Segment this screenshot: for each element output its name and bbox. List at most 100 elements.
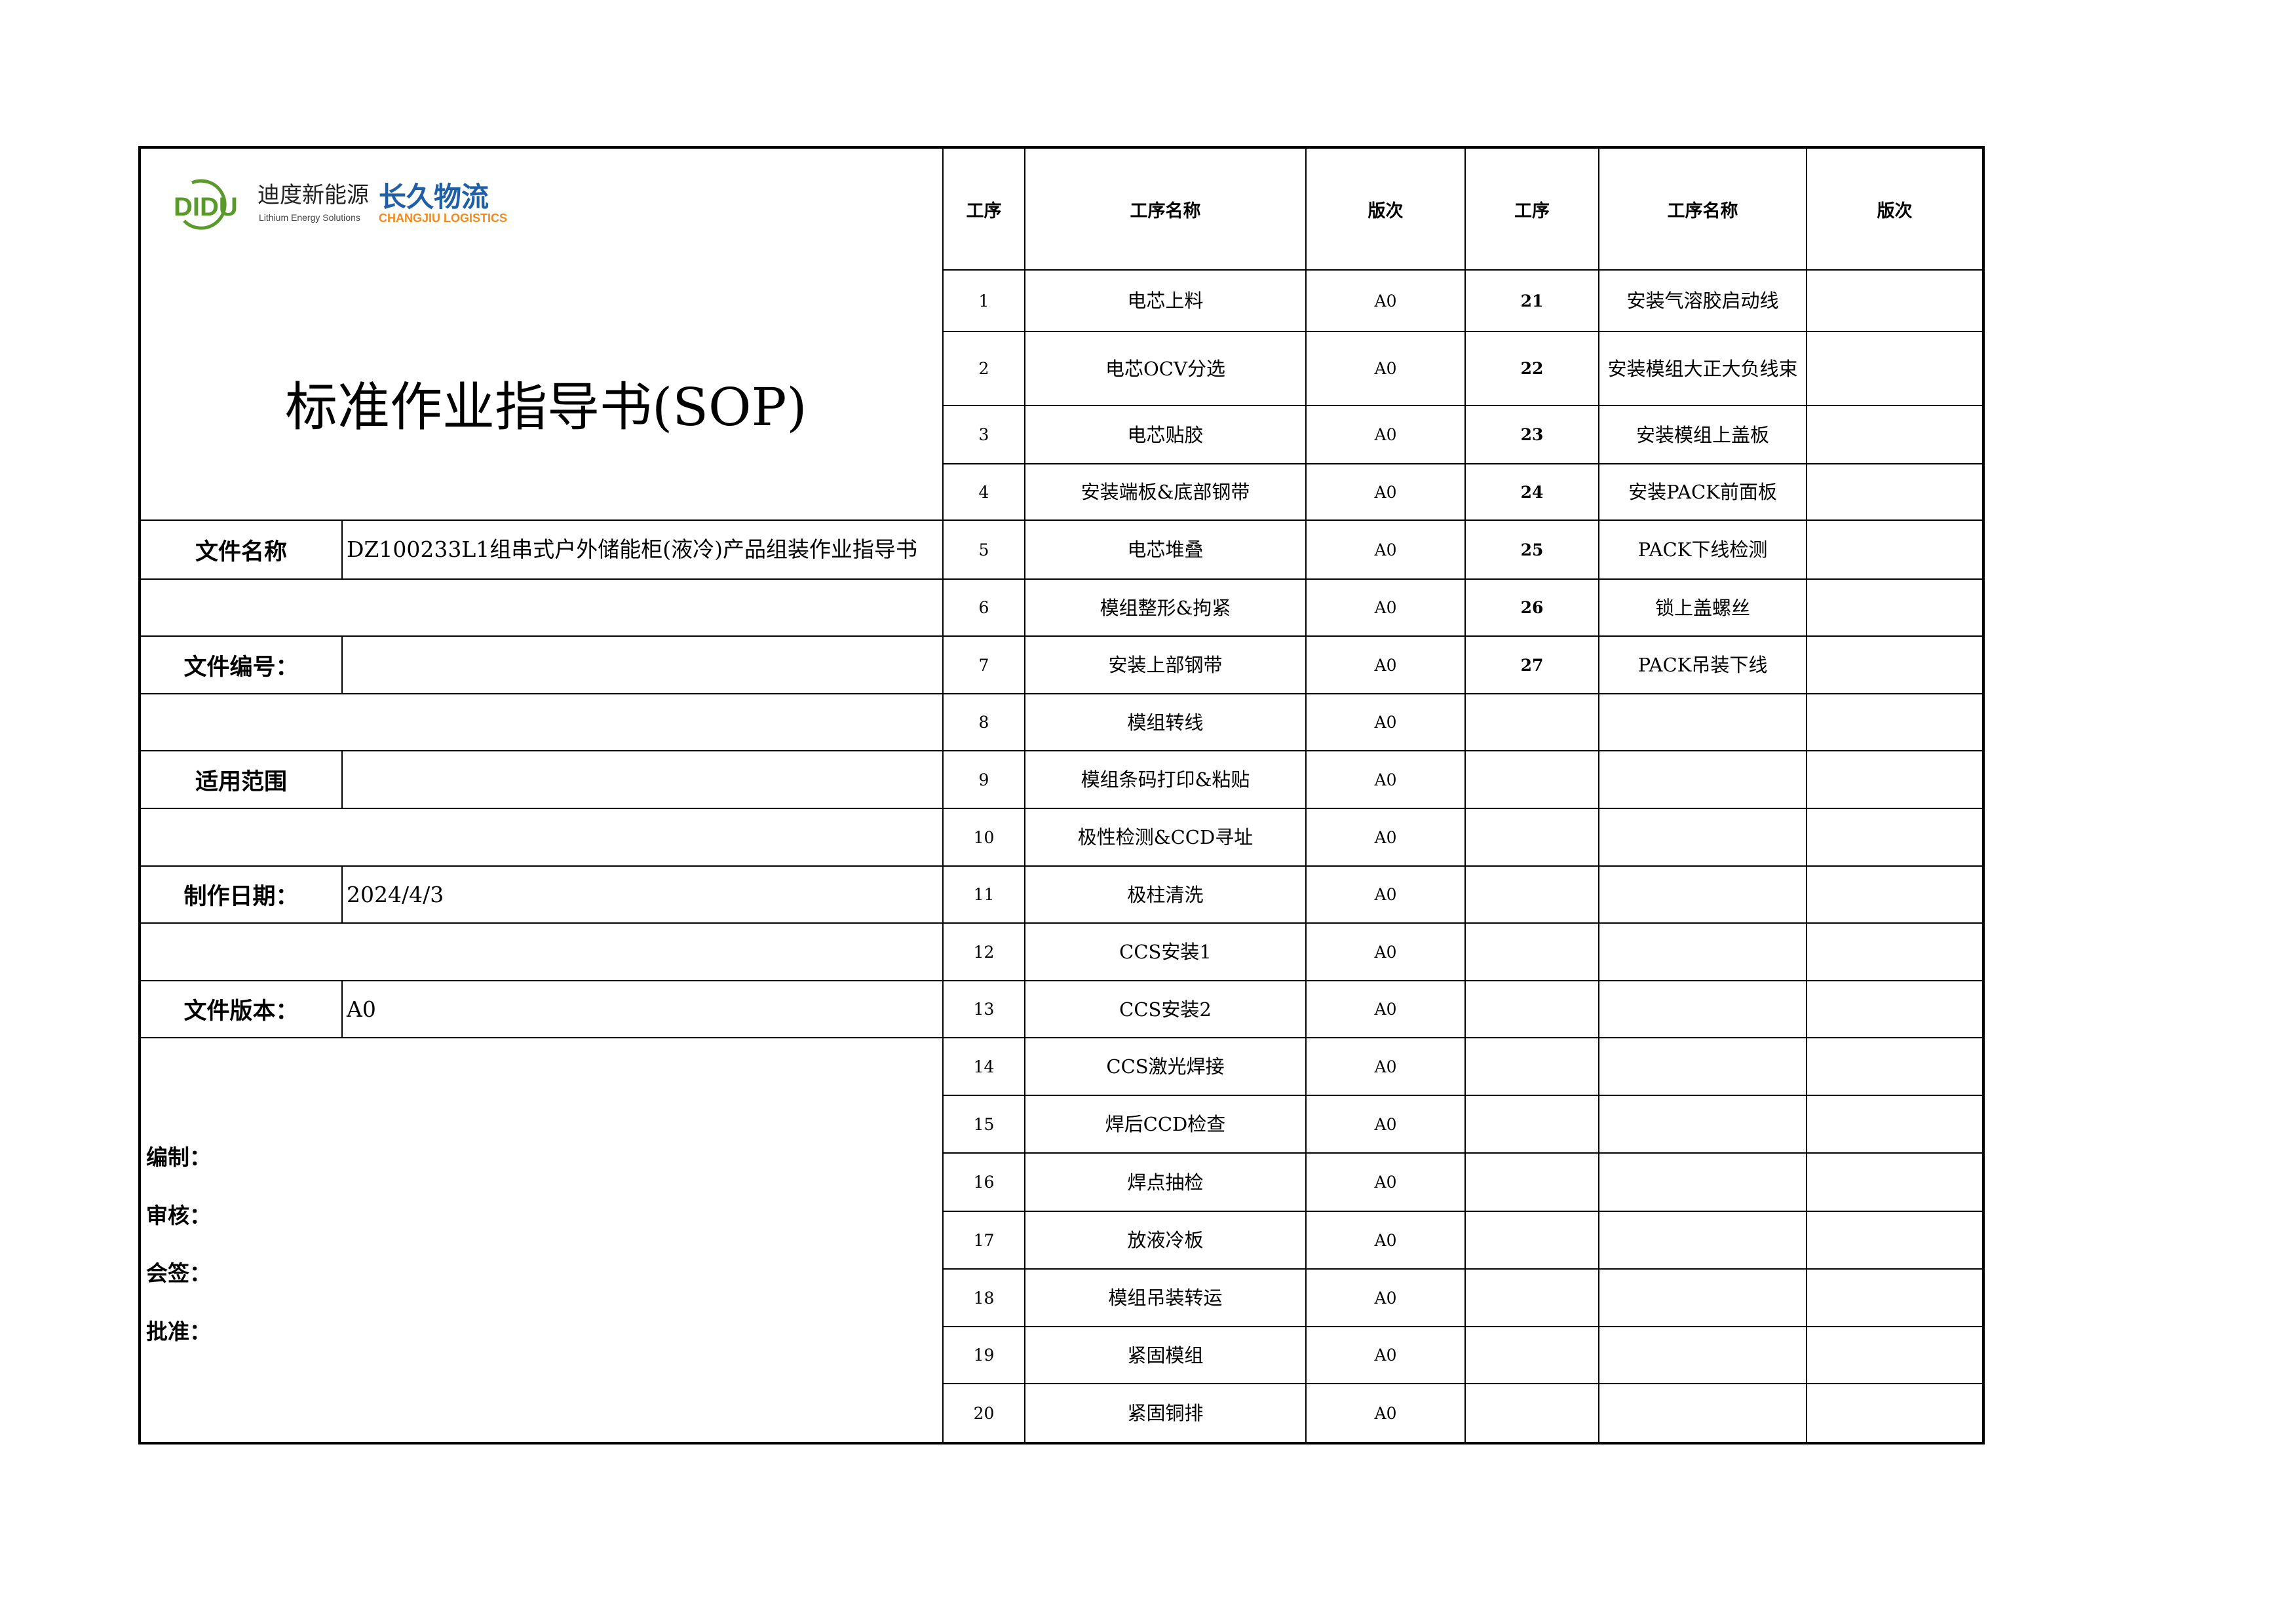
step-name-2: 安装模组上盖板: [1598, 405, 1807, 464]
step-name-2: [1598, 693, 1807, 751]
step-revision: A0: [1305, 693, 1466, 751]
step-no: 15: [942, 1095, 1025, 1154]
version-label: 文件版本：: [140, 980, 343, 1038]
step-revision: A0: [1305, 865, 1466, 924]
step-no: 8: [942, 693, 1025, 751]
svg-text:长久物流: 长久物流: [379, 181, 489, 213]
step-revision-2: [1806, 269, 1983, 332]
step-revision-2: [1806, 463, 1983, 521]
step-revision: A0: [1305, 1152, 1466, 1212]
step-name-2: [1598, 750, 1807, 809]
step-name: 电芯上料: [1024, 269, 1307, 332]
step-revision-2: [1806, 1268, 1983, 1327]
table-row: 2 电芯OCV分选 A0 22 安装模组大正大负线束: [942, 331, 1983, 406]
step-revision-2: [1806, 750, 1983, 809]
step-name: 焊点抽检: [1024, 1152, 1307, 1212]
step-revision-2: [1806, 980, 1983, 1038]
table-row: 10 极性检测&CCD寻址 A0: [942, 808, 1983, 867]
step-name-2: [1598, 1268, 1807, 1327]
step-name: 电芯贴胶: [1024, 405, 1307, 464]
header-block: DIDU 迪度新能源 Lithium Energy Solutions 长久物流…: [140, 147, 944, 521]
step-revision-2: [1806, 693, 1983, 751]
table-row: 16 焊点抽检 A0: [942, 1152, 1983, 1212]
step-no-2: [1464, 1383, 1599, 1443]
step-name-2: [1598, 1383, 1807, 1443]
step-no: 3: [942, 405, 1025, 464]
file-no-value: [341, 635, 944, 694]
step-name-2: 锁上盖螺丝: [1598, 578, 1807, 637]
step-revision: A0: [1305, 269, 1466, 332]
step-revision-2: [1806, 519, 1983, 580]
table-row: 8 模组转线 A0: [942, 693, 1983, 751]
step-revision-2: [1806, 578, 1983, 637]
header-step-no-2: 工序: [1464, 147, 1599, 271]
step-revision: A0: [1305, 808, 1466, 867]
table-header-row: 工序 工序名称 版次 工序 工序名称 版次: [942, 147, 1983, 271]
step-no: 12: [942, 922, 1025, 981]
date-value: 2024/4/3: [341, 865, 944, 924]
step-name: 安装上部钢带: [1024, 635, 1307, 694]
table-row: 14 CCS激光焊接 A0: [942, 1037, 1983, 1096]
step-revision-2: [1806, 808, 1983, 867]
step-name: 模组条码打印&粘贴: [1024, 750, 1307, 809]
step-name: 紧固铜排: [1024, 1383, 1307, 1443]
step-revision-2: [1806, 331, 1983, 406]
table-row: 1 电芯上料 A0 21 安装气溶胶启动线: [942, 269, 1983, 332]
step-no: 1: [942, 269, 1025, 332]
step-name-2: [1598, 808, 1807, 867]
step-no: 10: [942, 808, 1025, 867]
step-no-2: [1464, 1326, 1599, 1384]
table-row: 11 极柱清洗 A0: [942, 865, 1983, 924]
step-name: 极性检测&CCD寻址: [1024, 808, 1307, 867]
step-name-2: [1598, 1152, 1807, 1212]
table-row: 12 CCS安装1 A0: [942, 922, 1983, 981]
step-revision-2: [1806, 635, 1983, 694]
step-no-2: 23: [1464, 405, 1599, 464]
step-revision-2: [1806, 1211, 1983, 1270]
step-no-2: [1464, 1037, 1599, 1096]
table-row: 19 紧固模组 A0: [942, 1326, 1983, 1384]
step-revision: A0: [1305, 750, 1466, 809]
step-no: 2: [942, 331, 1025, 406]
table-row: 9 模组条码打印&粘贴 A0: [942, 750, 1983, 809]
scope-label: 适用范围: [140, 750, 343, 809]
header-revision-2: 版次: [1806, 147, 1983, 271]
step-no-2: [1464, 1268, 1599, 1327]
step-name-2: [1598, 865, 1807, 924]
step-name: 模组整形&拘紧: [1024, 578, 1307, 637]
step-revision: A0: [1305, 331, 1466, 406]
header-revision: 版次: [1305, 147, 1466, 271]
step-revision-2: [1806, 1383, 1983, 1443]
step-no: 17: [942, 1211, 1025, 1270]
spacer-row: [140, 808, 944, 867]
step-name: 焊后CCD检查: [1024, 1095, 1307, 1154]
step-name-2: [1598, 1095, 1807, 1154]
step-name-2: 安装PACK前面板: [1598, 463, 1807, 521]
step-name-2: [1598, 1037, 1807, 1096]
step-name-2: 安装气溶胶启动线: [1598, 269, 1807, 332]
step-revision: A0: [1305, 578, 1466, 637]
process-table: 工序 工序名称 版次 工序 工序名称 版次 1 电芯上料 A0 21 安装气溶胶启动线 2…: [942, 147, 1983, 1443]
step-revision-2: [1806, 1326, 1983, 1384]
table-row: 5 电芯堆叠 A0 25 PACK下线检测: [942, 519, 1983, 580]
step-no-2: [1464, 808, 1599, 867]
step-name: 电芯OCV分选: [1024, 331, 1307, 406]
step-name: 模组转线: [1024, 693, 1307, 751]
spacer-row: [140, 693, 944, 751]
step-revision: A0: [1305, 405, 1466, 464]
page-title: 标准作业指导书(SOP): [285, 377, 807, 438]
step-name-2: PACK下线检测: [1598, 519, 1807, 580]
step-revision: A0: [1305, 635, 1466, 694]
step-no-2: [1464, 922, 1599, 981]
step-name-2: [1598, 1211, 1807, 1270]
company-logos: DIDU 迪度新能源 Lithium Energy Solutions 长久物流…: [172, 175, 539, 236]
step-no: 19: [942, 1326, 1025, 1384]
step-no-2: 21: [1464, 269, 1599, 332]
step-name: 紧固模组: [1024, 1326, 1307, 1384]
step-name-2: [1598, 922, 1807, 981]
step-no-2: [1464, 1095, 1599, 1154]
step-revision: A0: [1305, 1383, 1466, 1443]
step-revision-2: [1806, 405, 1983, 464]
step-name: 模组吊装转运: [1024, 1268, 1307, 1327]
step-name: 安装端板&底部钢带: [1024, 463, 1307, 521]
